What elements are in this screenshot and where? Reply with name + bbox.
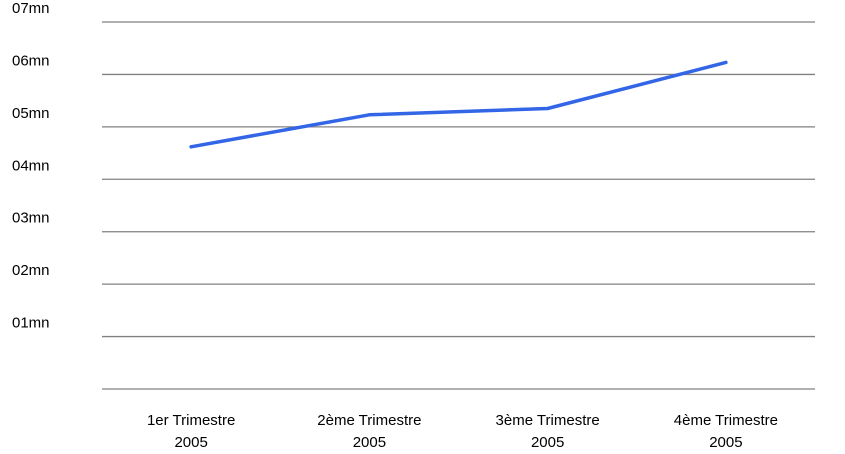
x-category-label-line: 2005 xyxy=(174,434,207,451)
x-category-label: 1er Trimestre 2005 xyxy=(147,412,235,451)
y-axis-tick-labels: 07mn 06mn 05mn 04mn 03mn 02mn 01mn xyxy=(12,0,50,332)
data-point xyxy=(189,145,193,149)
series-line xyxy=(189,60,728,149)
x-category-label-line: 4ème Trimestre xyxy=(674,412,778,429)
x-category-label-line: 3ème Trimestre xyxy=(496,412,600,429)
data-point xyxy=(546,106,550,111)
x-category-label-line: 2005 xyxy=(531,434,564,451)
x-category-label: 2ème Trimestre 2005 xyxy=(317,412,421,451)
x-category-label: 4ème Trimestre 2005 xyxy=(674,412,778,451)
y-tick-label: 02mn xyxy=(12,262,50,279)
data-point xyxy=(367,113,371,117)
y-tick-label: 05mn xyxy=(12,105,50,122)
y-tick-label: 07mn xyxy=(12,0,50,17)
x-category-label-line: 2005 xyxy=(353,434,386,451)
y-tick-label: 04mn xyxy=(12,157,50,174)
series-layer xyxy=(189,60,728,149)
y-tick-label: 03mn xyxy=(12,210,50,227)
gridlines xyxy=(102,21,815,390)
x-category-label-line: 1er Trimestre xyxy=(147,412,235,429)
data-point xyxy=(724,60,728,64)
x-category-label-line: 2005 xyxy=(709,434,742,451)
x-category-label: 3ème Trimestre 2005 xyxy=(496,412,600,451)
y-tick-label: 06mn xyxy=(12,52,50,69)
x-category-label-line: 2ème Trimestre xyxy=(317,412,421,429)
y-tick-label: 01mn xyxy=(12,315,50,332)
